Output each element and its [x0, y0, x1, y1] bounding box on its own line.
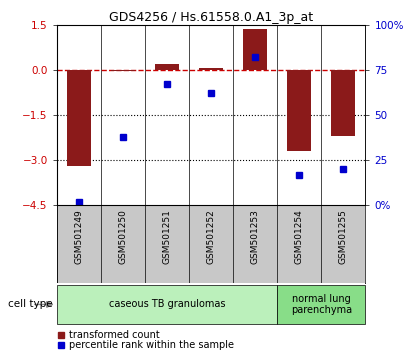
FancyBboxPatch shape — [57, 285, 277, 324]
Bar — [243, 29, 267, 70]
Text: GSM501254: GSM501254 — [295, 209, 304, 264]
Bar — [199, 68, 223, 70]
Text: normal lung
parenchyma: normal lung parenchyma — [291, 293, 352, 315]
Text: GSM501255: GSM501255 — [339, 209, 348, 264]
FancyBboxPatch shape — [277, 285, 365, 324]
Text: cell type: cell type — [8, 299, 52, 309]
Text: transformed count: transformed count — [69, 330, 160, 339]
Text: caseous TB granulomas: caseous TB granulomas — [109, 299, 225, 309]
Title: GDS4256 / Hs.61558.0.A1_3p_at: GDS4256 / Hs.61558.0.A1_3p_at — [109, 11, 313, 24]
Bar — [67, 70, 91, 166]
Bar — [111, 70, 135, 72]
Text: percentile rank within the sample: percentile rank within the sample — [69, 340, 234, 350]
Bar — [155, 64, 179, 70]
Bar — [287, 70, 311, 151]
Bar — [331, 70, 355, 136]
Text: GSM501253: GSM501253 — [251, 209, 260, 264]
Text: GSM501249: GSM501249 — [74, 209, 83, 264]
Text: GSM501250: GSM501250 — [118, 209, 127, 264]
Text: GSM501251: GSM501251 — [163, 209, 171, 264]
Text: GSM501252: GSM501252 — [207, 209, 215, 264]
